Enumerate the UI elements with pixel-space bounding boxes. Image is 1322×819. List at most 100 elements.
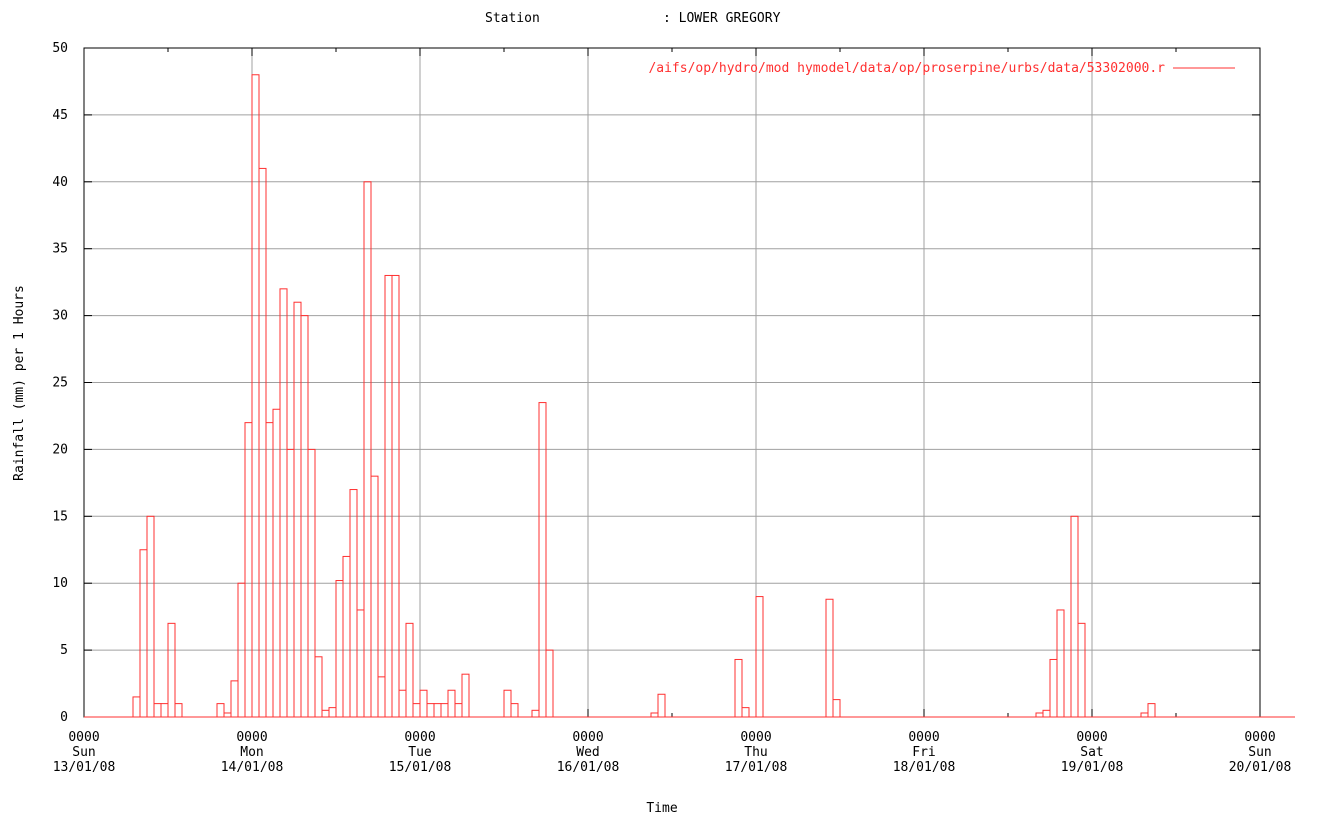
rain-bar [1147, 703, 1156, 718]
grid-lines [84, 48, 1260, 717]
rain-bar [349, 489, 358, 718]
rain-bar [265, 422, 274, 718]
y-tick-label: 40 [52, 175, 68, 190]
rain-bar [1042, 709, 1051, 718]
rain-bar [1077, 622, 1086, 718]
rain-bar [426, 703, 435, 718]
rainfall-series [84, 74, 1295, 718]
rain-bar [1056, 609, 1065, 718]
x-tick-label-line: 0000 [1076, 730, 1107, 745]
y-tick-label: 10 [52, 576, 68, 591]
rain-bar [825, 598, 834, 718]
rain-bar [832, 699, 841, 718]
rain-bar [258, 167, 267, 718]
x-tick-label: 0000 Thu 17/01/08 [725, 730, 788, 775]
rain-bar [503, 689, 512, 718]
y-tick-label: 35 [52, 242, 68, 257]
rain-bar [412, 703, 421, 718]
chart-title-value: : LOWER GREGORY [663, 11, 781, 26]
rain-bar [755, 596, 764, 718]
rain-bar [146, 515, 155, 718]
x-tick-label-line: 0000 [572, 730, 603, 745]
rain-bar [321, 709, 330, 718]
y-tick-label: 50 [52, 41, 68, 56]
x-tick-label-line: 20/01/08 [1229, 760, 1292, 775]
x-tick-label: 0000 Sun 13/01/08 [53, 730, 116, 775]
rain-bar [650, 712, 659, 718]
x-tick-label-line: Sun [1248, 745, 1271, 760]
x-tick-label: 0000 Mon 14/01/08 [221, 730, 284, 775]
rain-bar [160, 703, 169, 718]
rain-bar [279, 288, 288, 718]
x-tick-label-line: 0000 [1244, 730, 1275, 745]
rain-bar [734, 658, 743, 718]
x-tick-label: 0000 Sat 19/01/08 [1061, 730, 1124, 775]
rain-bar [307, 448, 316, 718]
rain-bar [244, 422, 253, 718]
legend-text: /aifs/op/hydro/mod hymodel/data/op/prose… [648, 61, 1165, 76]
rain-bar [454, 703, 463, 718]
x-tick-label: 0000 Fri 18/01/08 [893, 730, 956, 775]
rain-bar [447, 689, 456, 718]
rain-bar [377, 676, 386, 718]
rain-bar [1070, 515, 1079, 718]
y-axis-label: Rainfall (mm) per 1 Hours [12, 285, 27, 481]
x-tick-label-line: 0000 [236, 730, 267, 745]
rain-bar [216, 703, 225, 718]
rain-bar [370, 475, 379, 718]
rain-bar [342, 555, 351, 718]
rain-bar [314, 656, 323, 718]
rain-bar [1049, 658, 1058, 718]
rain-bar [1035, 712, 1044, 718]
x-tick-label-line: 17/01/08 [725, 760, 788, 775]
rain-bar [356, 609, 365, 718]
rain-bar [363, 181, 372, 718]
x-tick-label-line: Sat [1080, 745, 1103, 760]
x-tick-label-line: Sun [72, 745, 95, 760]
rain-bar [538, 402, 547, 718]
chart-title-label: Station [485, 11, 540, 26]
x-tick-label-line: Fri [912, 745, 935, 760]
rain-bar [328, 707, 337, 718]
rain-bar [139, 549, 148, 718]
rain-bar [132, 696, 141, 718]
rain-bar [1140, 712, 1149, 718]
x-tick-label-line: Thu [744, 745, 767, 760]
rain-bar [440, 703, 449, 718]
x-tick-label-line: 0000 [404, 730, 435, 745]
y-tick-label: 25 [52, 376, 68, 391]
x-tick-label: 0000 Tue 15/01/08 [389, 730, 452, 775]
rain-bar [419, 689, 428, 718]
rain-bar [545, 649, 554, 718]
rain-bar [272, 408, 281, 718]
x-tick-label-line: 13/01/08 [53, 760, 116, 775]
x-tick-label-line: 0000 [740, 730, 771, 745]
x-tick-label: 0000 Sun 20/01/08 [1229, 730, 1292, 775]
y-tick-label: 15 [52, 509, 68, 524]
rain-bar [223, 712, 232, 718]
rain-bar [657, 693, 666, 718]
rain-bar [531, 709, 540, 718]
rain-bar [398, 689, 407, 718]
rain-bar [510, 703, 519, 718]
x-tick-label: 0000 Wed 16/01/08 [557, 730, 620, 775]
rain-bar [251, 74, 260, 718]
rain-bar [335, 580, 344, 718]
rain-bar [433, 703, 442, 718]
x-tick-label-line: 19/01/08 [1061, 760, 1124, 775]
rain-bar [153, 703, 162, 718]
rain-bar [293, 301, 302, 718]
rain-bar [174, 703, 183, 718]
y-tick-label: 20 [52, 442, 68, 457]
x-axis-label: Time [646, 801, 677, 816]
rain-bar [167, 622, 176, 718]
x-tick-label-line: 0000 [68, 730, 99, 745]
x-tick-label-line: Mon [240, 745, 263, 760]
rain-bar [391, 274, 400, 718]
x-tick-label-line: 14/01/08 [221, 760, 284, 775]
x-tick-label-line: Wed [576, 745, 599, 760]
y-tick-label: 0 [60, 710, 68, 725]
rain-bar [230, 680, 239, 718]
